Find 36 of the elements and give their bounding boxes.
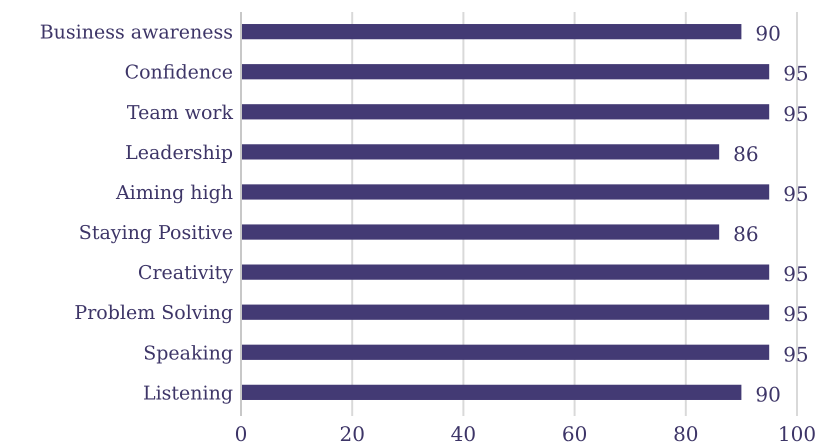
y-tick-label: Listening: [142, 382, 233, 404]
y-tick-label: Creativity: [138, 262, 234, 284]
x-tick-label: 60: [562, 422, 588, 443]
x-tick-label: 0: [234, 422, 248, 443]
x-tick-label: 20: [339, 422, 365, 443]
x-tick-label: 40: [450, 422, 476, 443]
data-label: 95: [783, 62, 809, 86]
data-label: 90: [755, 22, 781, 46]
bar: [241, 384, 742, 400]
data-label: 95: [783, 342, 809, 366]
bar: [241, 264, 770, 280]
bar: [241, 104, 770, 120]
x-tick-label: 80: [673, 422, 699, 443]
data-label: 95: [783, 182, 809, 206]
data-label: 95: [783, 102, 809, 126]
y-tick-label: Team work: [126, 102, 234, 124]
y-tick-label: Problem Solving: [74, 302, 233, 324]
y-tick-label: Aiming high: [114, 182, 233, 204]
data-label: 86: [733, 142, 759, 166]
bar: [241, 144, 720, 160]
bar: [241, 344, 770, 360]
y-tick-label: Staying Positive: [78, 222, 233, 244]
x-tick-label: 100: [778, 422, 816, 443]
data-label: 86: [733, 222, 759, 246]
y-tick-label: Leadership: [125, 142, 233, 164]
bar: [241, 224, 720, 240]
data-label: 95: [783, 262, 809, 286]
y-tick-label: Confidence: [124, 62, 233, 84]
y-tick-label: Speaking: [143, 342, 233, 364]
bar: [241, 64, 770, 80]
y-tick-label: Business awareness: [40, 22, 233, 44]
bar: [241, 24, 742, 40]
bar: [241, 184, 770, 200]
data-label: 95: [783, 302, 809, 326]
data-label: 90: [755, 382, 781, 406]
bar: [241, 304, 770, 320]
